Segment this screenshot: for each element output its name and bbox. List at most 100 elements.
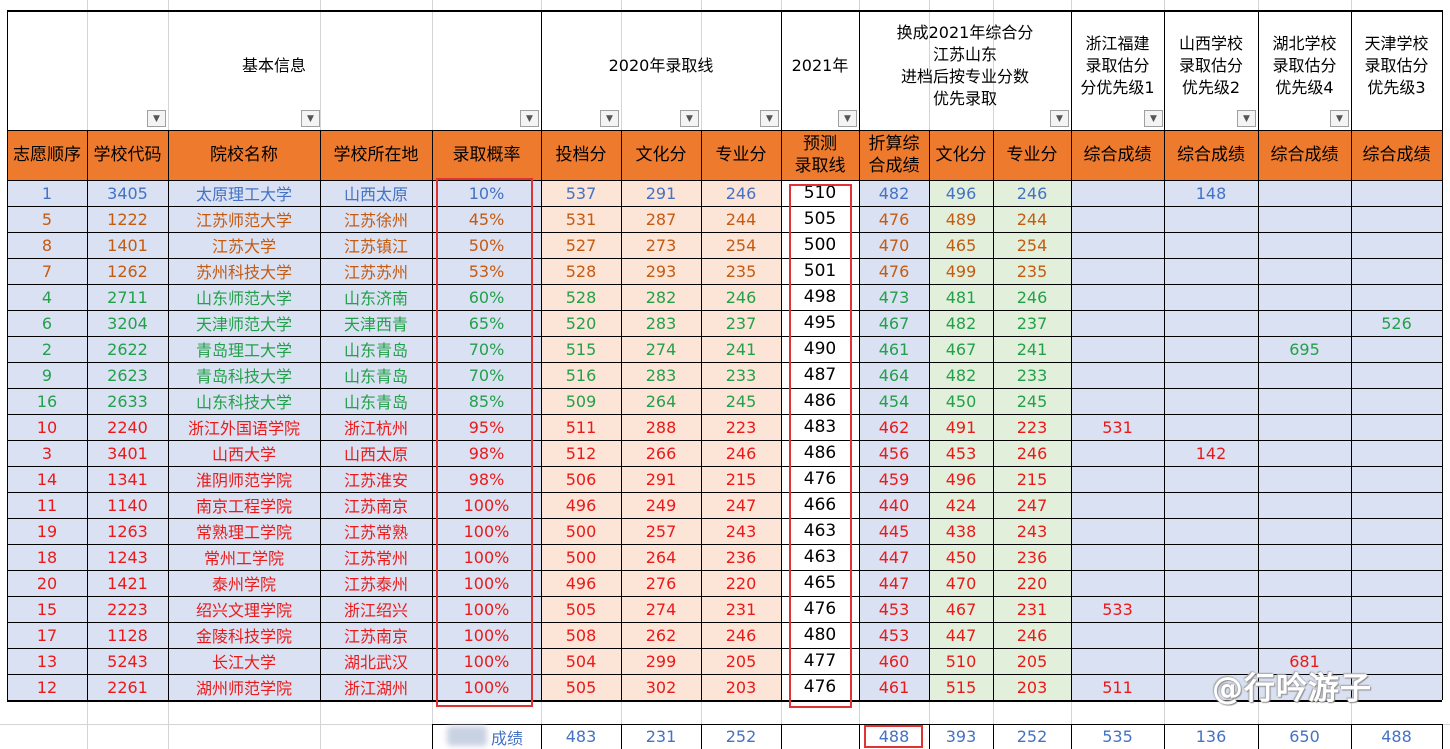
cell-location[interactable]: 江苏苏州 (343, 263, 408, 282)
cell-shanxi[interactable] (1164, 284, 1258, 310)
cell-zhuanye[interactable]: 246 (725, 625, 757, 645)
cell-order[interactable]: 15 (36, 599, 58, 619)
cell-zhuanye[interactable]: 236 (725, 547, 757, 567)
cell-location[interactable]: 天津西青 (343, 315, 408, 334)
cell-zhesuan[interactable]: 461 (878, 339, 910, 359)
cell-tianjin[interactable] (1351, 570, 1442, 596)
cell-wenhua2[interactable]: 482 (945, 313, 977, 333)
cell-shanxi[interactable]: 142 (1195, 443, 1227, 463)
cell-shanxi[interactable] (1164, 310, 1258, 336)
summary-zhesuan[interactable]: 488 (878, 727, 910, 746)
cell-wenhua[interactable]: 257 (645, 521, 677, 541)
cell-code[interactable]: 3204 (107, 313, 148, 333)
cell-zhuanye[interactable]: 215 (725, 469, 757, 489)
cell-zhuanye2[interactable]: 246 (1016, 443, 1048, 463)
cell-toudang[interactable]: 516 (565, 365, 597, 385)
cell-location[interactable]: 浙江杭州 (343, 419, 408, 438)
cell-toudang[interactable]: 496 (565, 573, 597, 593)
cell-zhuanye2[interactable]: 236 (1016, 547, 1048, 567)
cell-zhejiang[interactable] (1071, 466, 1164, 492)
cell-order[interactable]: 1 (41, 183, 53, 203)
cell-name[interactable]: 湖州师范学院 (195, 679, 292, 698)
cell-wenhua2[interactable]: 496 (945, 469, 977, 489)
cell-name[interactable]: 泰州学院 (211, 575, 276, 594)
cell-zhuanye2[interactable]: 245 (1016, 391, 1048, 411)
cell-zhuanye[interactable]: 235 (725, 261, 757, 281)
cell-zhuanye2[interactable]: 233 (1016, 365, 1048, 385)
cell-zhuanye2[interactable]: 246 (1016, 625, 1048, 645)
summary-zhuanye2[interactable]: 252 (1016, 727, 1048, 746)
cell-wenhua2[interactable]: 467 (945, 339, 977, 359)
cell-toudang[interactable]: 531 (565, 209, 597, 229)
cell-name[interactable]: 江苏大学 (211, 237, 276, 256)
cell-code[interactable]: 1222 (107, 209, 148, 229)
cell-order[interactable]: 14 (36, 469, 58, 489)
cell-location[interactable]: 江苏南京 (343, 497, 408, 516)
cell-zhejiang[interactable] (1071, 180, 1164, 206)
cell-predict[interactable]: 466 (803, 495, 837, 515)
cell-zhejiang[interactable] (1071, 544, 1164, 570)
cell-name[interactable]: 太原理工大学 (195, 185, 292, 204)
cell-tianjin[interactable] (1351, 596, 1442, 622)
cell-code[interactable]: 3401 (107, 443, 148, 463)
cell-predict[interactable]: 486 (803, 443, 837, 463)
cell-predict[interactable]: 505 (803, 209, 837, 229)
cell-order[interactable]: 3 (41, 443, 53, 463)
cell-predict[interactable]: 487 (803, 365, 837, 385)
cell-name[interactable]: 山东科技大学 (195, 393, 292, 412)
cell-zhejiang[interactable]: 511 (1102, 677, 1133, 697)
summary-hubei[interactable]: 650 (1289, 727, 1320, 746)
cell-probability[interactable]: 98% (468, 443, 505, 463)
cell-name[interactable]: 山东师范大学 (195, 289, 292, 308)
cell-order[interactable]: 2 (41, 339, 53, 359)
cell-tianjin[interactable] (1351, 362, 1442, 388)
cell-zhejiang[interactable] (1071, 440, 1164, 466)
cell-predict[interactable]: 465 (803, 573, 837, 593)
cell-probability[interactable]: 100% (463, 573, 510, 593)
cell-probability[interactable]: 100% (463, 599, 510, 619)
cell-zhuanye[interactable]: 245 (725, 391, 757, 411)
cell-predict[interactable]: 510 (803, 183, 837, 203)
cell-zhesuan[interactable]: 476 (878, 261, 910, 281)
cell-location[interactable]: 江苏徐州 (343, 211, 408, 230)
filter-dropdown-button[interactable]: ▼ (760, 110, 779, 127)
summary-toudang[interactable]: 483 (565, 727, 597, 746)
cell-order[interactable]: 16 (36, 391, 58, 411)
cell-toudang[interactable]: 528 (565, 261, 597, 281)
cell-probability[interactable]: 65% (468, 313, 505, 333)
cell-zhuanye2[interactable]: 215 (1016, 469, 1048, 489)
cell-wenhua2[interactable]: 499 (945, 261, 977, 281)
cell-toudang[interactable]: 500 (565, 521, 597, 541)
cell-zhuanye[interactable]: 205 (725, 651, 757, 671)
cell-code[interactable]: 1262 (107, 261, 148, 281)
cell-wenhua[interactable]: 287 (645, 209, 677, 229)
cell-name[interactable]: 常州工学院 (203, 549, 284, 568)
cell-name[interactable]: 浙江外国语学院 (187, 419, 300, 438)
cell-hubei[interactable] (1258, 544, 1351, 570)
cell-toudang[interactable]: 506 (565, 469, 597, 489)
cell-name[interactable]: 青岛科技大学 (195, 367, 292, 386)
cell-zhejiang[interactable] (1071, 206, 1164, 232)
cell-shanxi[interactable] (1164, 492, 1258, 518)
cell-zhesuan[interactable]: 464 (878, 365, 910, 385)
cell-predict[interactable]: 463 (803, 521, 837, 541)
cell-toudang[interactable]: 509 (565, 391, 597, 411)
cell-shanxi[interactable] (1164, 414, 1258, 440)
cell-code[interactable]: 2240 (107, 417, 148, 437)
cell-predict[interactable]: 480 (803, 625, 837, 645)
cell-zhuanye2[interactable]: 247 (1016, 495, 1048, 515)
cell-zhuanye2[interactable]: 254 (1016, 235, 1048, 255)
cell-shanxi[interactable] (1164, 570, 1258, 596)
cell-shanxi[interactable] (1164, 388, 1258, 414)
cell-order[interactable]: 7 (41, 261, 53, 281)
cell-hubei[interactable] (1258, 180, 1351, 206)
cell-order[interactable]: 9 (41, 365, 53, 385)
filter-dropdown-button[interactable]: ▼ (1330, 110, 1349, 127)
cell-probability[interactable]: 95% (468, 417, 505, 437)
filter-dropdown-button[interactable]: ▼ (520, 110, 539, 127)
cell-hubei[interactable] (1258, 206, 1351, 232)
cell-wenhua2[interactable]: 489 (945, 209, 977, 229)
cell-probability[interactable]: 100% (463, 495, 510, 515)
cell-predict[interactable]: 476 (803, 677, 837, 697)
cell-order[interactable]: 11 (36, 495, 58, 515)
